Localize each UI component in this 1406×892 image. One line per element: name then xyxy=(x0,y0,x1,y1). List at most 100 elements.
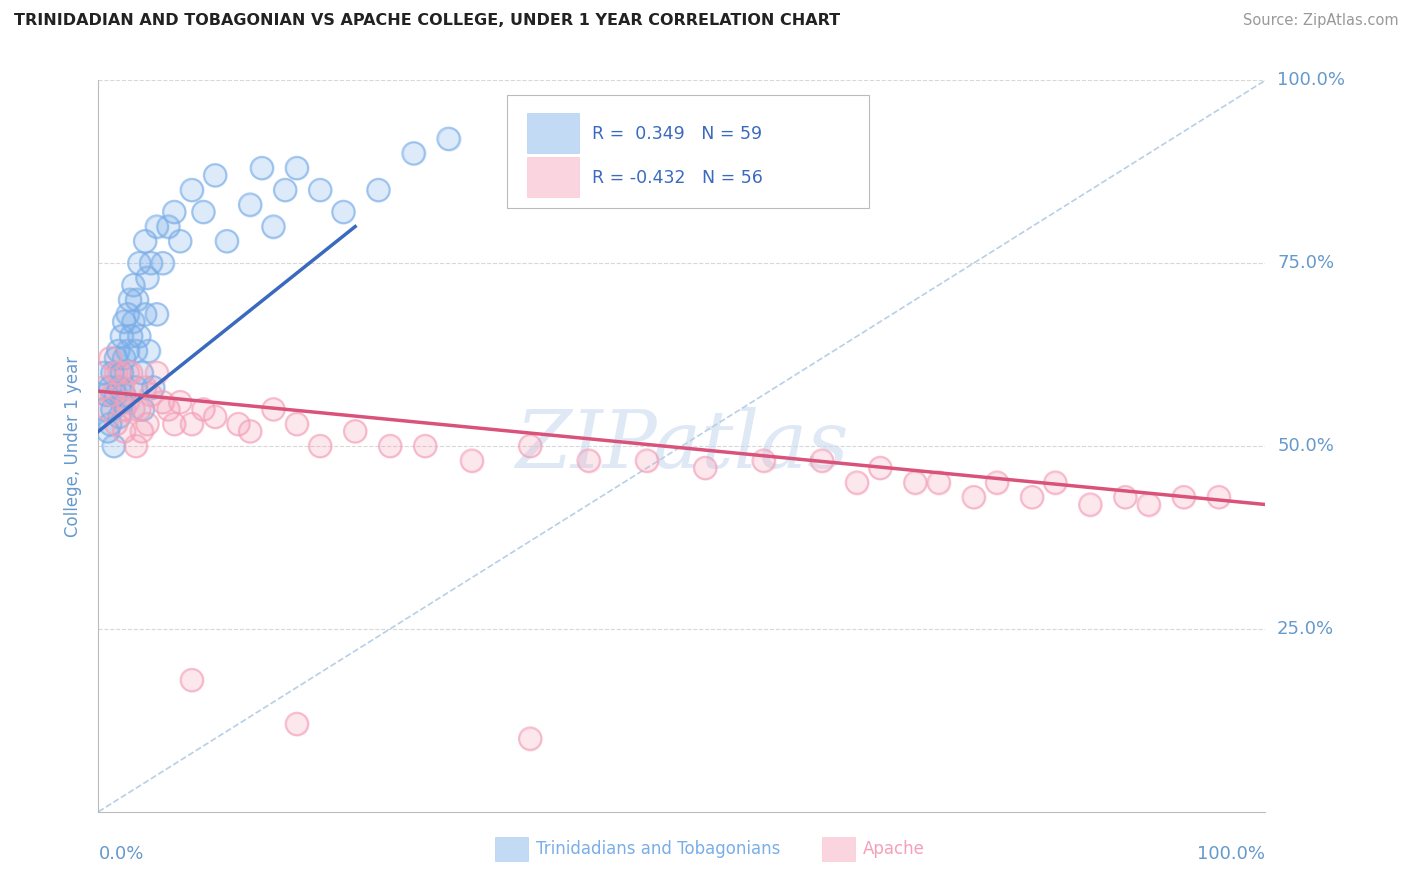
Point xyxy=(309,183,332,197)
Point xyxy=(309,439,332,453)
Point xyxy=(120,329,142,343)
Point xyxy=(103,439,125,453)
Point xyxy=(101,402,124,417)
Point xyxy=(262,402,284,417)
Point xyxy=(1208,490,1230,504)
Point xyxy=(519,731,541,746)
Point xyxy=(98,351,121,366)
Point xyxy=(107,343,129,358)
Point xyxy=(108,366,131,380)
Point xyxy=(378,439,402,453)
Point xyxy=(1173,490,1195,504)
Point xyxy=(904,475,927,490)
Point xyxy=(136,417,159,431)
Point xyxy=(1137,498,1160,512)
Point xyxy=(128,256,150,270)
Point xyxy=(413,439,436,453)
Point xyxy=(157,402,180,417)
Point xyxy=(1137,498,1160,512)
Point xyxy=(112,425,135,439)
Point xyxy=(262,219,284,234)
Point xyxy=(103,439,125,453)
Point xyxy=(519,731,541,746)
Point xyxy=(204,409,226,424)
Text: R = -0.432   N = 56: R = -0.432 N = 56 xyxy=(592,169,763,186)
Point xyxy=(108,409,131,424)
Point xyxy=(128,402,150,417)
Point xyxy=(262,219,284,234)
Point xyxy=(112,425,135,439)
Point xyxy=(112,315,135,329)
Point xyxy=(98,417,121,431)
Point xyxy=(152,256,174,270)
Point xyxy=(111,329,134,343)
Point xyxy=(104,351,127,366)
Point xyxy=(239,197,262,211)
Point xyxy=(136,417,159,431)
Point xyxy=(285,417,308,431)
Point xyxy=(97,425,120,439)
Point xyxy=(108,366,131,380)
Point xyxy=(98,351,121,366)
Point xyxy=(152,395,174,409)
Point xyxy=(117,366,139,380)
Point xyxy=(93,366,115,380)
Text: 100.0%: 100.0% xyxy=(1277,71,1346,89)
Point xyxy=(111,366,134,380)
Point xyxy=(752,453,775,467)
Point xyxy=(204,169,226,183)
Bar xyxy=(495,838,527,861)
Point xyxy=(111,380,134,394)
Point xyxy=(117,343,139,358)
Point xyxy=(578,453,600,467)
Point xyxy=(157,402,180,417)
Point xyxy=(104,388,127,402)
Point xyxy=(132,402,155,417)
Point xyxy=(142,380,165,394)
Point xyxy=(131,425,153,439)
Point xyxy=(96,388,118,402)
Point xyxy=(636,453,658,467)
Point xyxy=(117,307,139,321)
Point xyxy=(239,425,262,439)
Bar xyxy=(527,157,579,197)
Point xyxy=(986,475,1008,490)
Point xyxy=(118,293,141,307)
Point xyxy=(104,417,127,431)
Point xyxy=(125,439,148,453)
Point xyxy=(309,439,332,453)
Point xyxy=(131,425,153,439)
Point xyxy=(636,453,658,467)
Point xyxy=(125,293,148,307)
Point xyxy=(131,366,153,380)
Point xyxy=(204,409,226,424)
Point xyxy=(93,380,115,394)
Point xyxy=(402,146,425,161)
Point xyxy=(695,461,717,475)
Point xyxy=(193,402,215,417)
Point xyxy=(138,343,160,358)
Point xyxy=(845,475,868,490)
Point xyxy=(146,307,169,321)
Point xyxy=(180,183,202,197)
Point xyxy=(93,380,115,394)
Point xyxy=(437,132,460,146)
Point xyxy=(180,417,202,431)
Text: Trinidadians and Tobagonians: Trinidadians and Tobagonians xyxy=(536,840,780,858)
Point xyxy=(904,475,927,490)
Point xyxy=(344,425,367,439)
Point xyxy=(1021,490,1043,504)
Point xyxy=(101,388,124,402)
Point xyxy=(120,366,142,380)
Point xyxy=(986,475,1008,490)
Point xyxy=(157,219,180,234)
Point xyxy=(104,366,127,380)
Point xyxy=(104,366,127,380)
Point xyxy=(122,402,145,417)
Point xyxy=(139,256,162,270)
Point xyxy=(104,417,127,431)
Point xyxy=(101,366,124,380)
Point xyxy=(250,161,273,175)
Point xyxy=(122,315,145,329)
Point xyxy=(193,205,215,219)
